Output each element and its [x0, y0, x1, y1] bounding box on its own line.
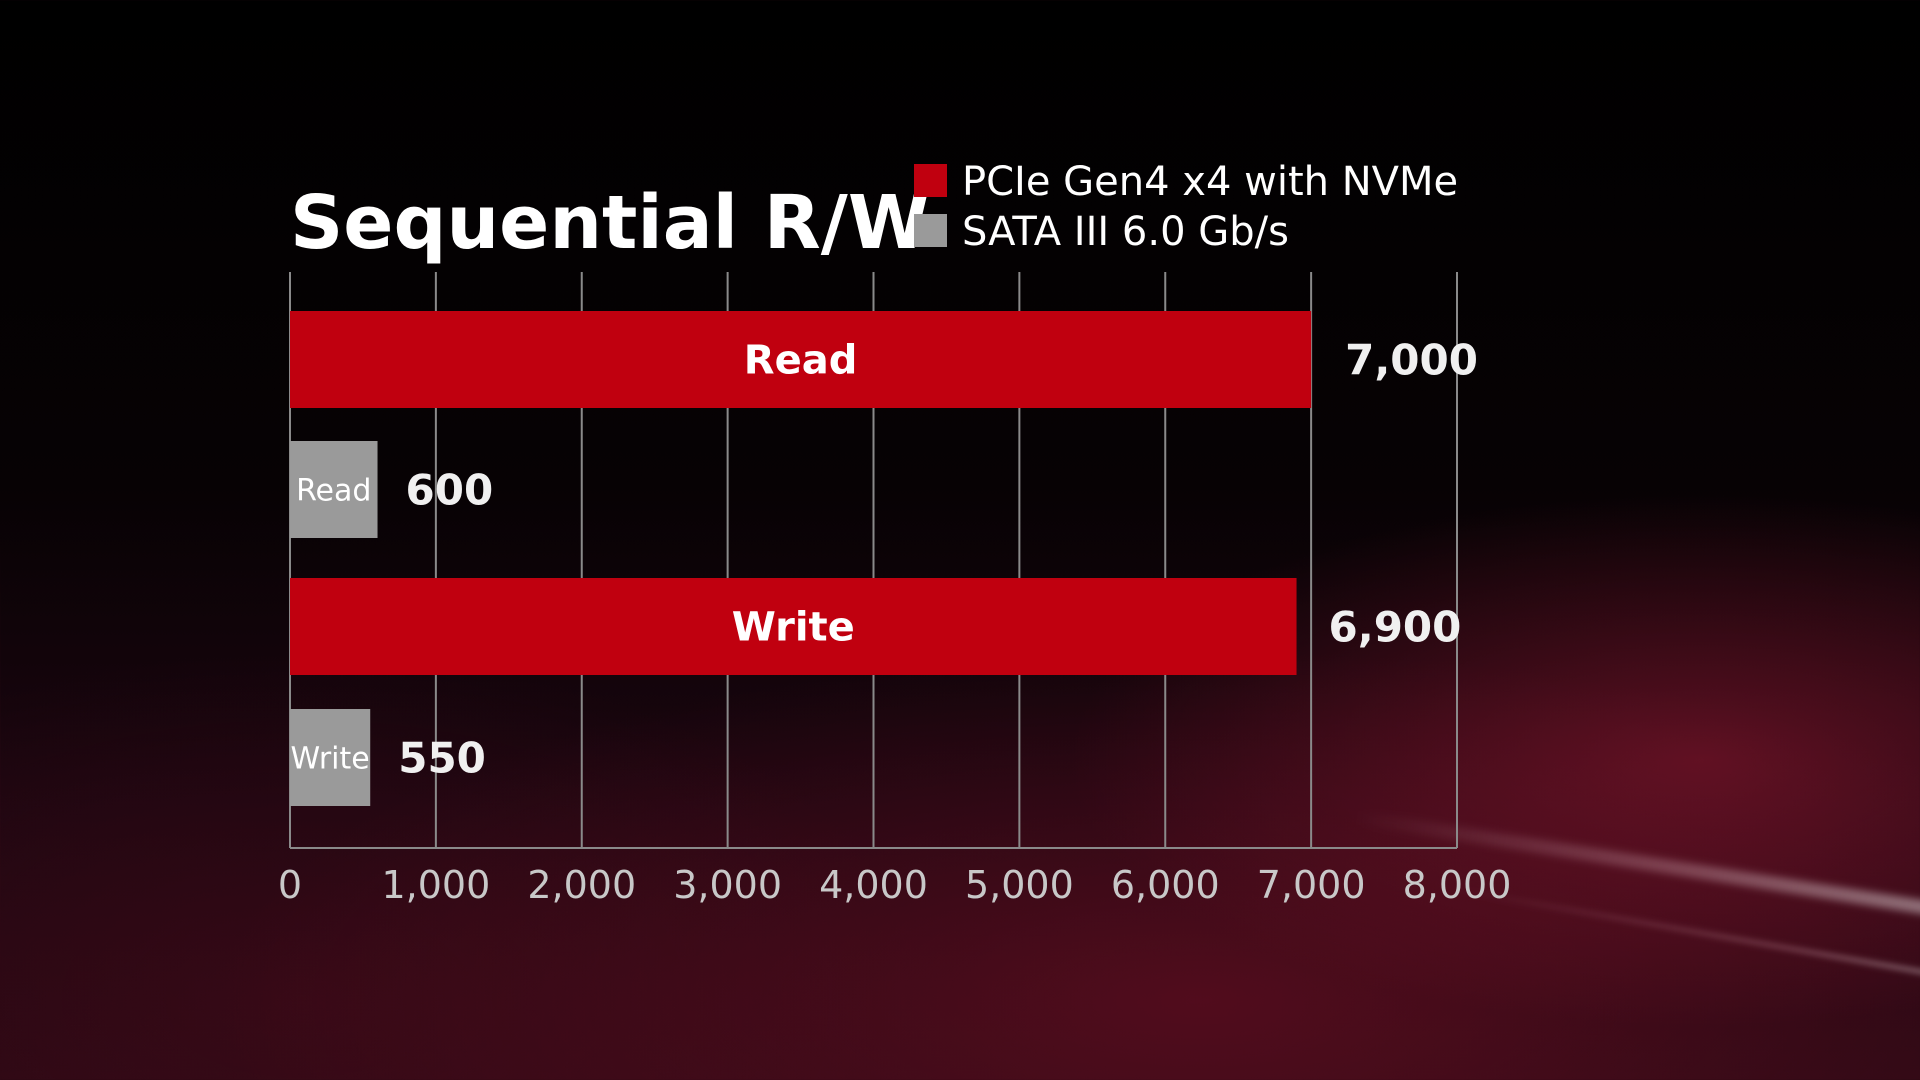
- bar-label: Read: [744, 338, 858, 384]
- bar-label: Write: [732, 605, 855, 651]
- bar-value-label: 600: [406, 466, 494, 515]
- bar-write-nvme: [290, 578, 1297, 675]
- bars: Read 7,000 Read 600 Write 6,900 Write 550: [290, 311, 1478, 806]
- legend-swatch: [914, 164, 947, 197]
- x-tick-label: 4,000: [819, 863, 928, 907]
- x-tick-label: 2,000: [527, 863, 636, 907]
- legend-label: PCIe Gen4 x4 with NVMe: [962, 159, 1458, 205]
- x-axis-ticks: 0 1,000 2,000 3,000 4,000 5,000 6,000 7,000 8,00…: [278, 863, 1511, 907]
- bar-write-sata: [290, 709, 371, 806]
- x-tick-label: 6,000: [1111, 863, 1220, 907]
- legend-label: SATA III 6.0 Gb/s: [962, 209, 1289, 255]
- bar-read-nvme: [290, 311, 1312, 408]
- bar-label: Read: [296, 474, 371, 509]
- bar-value-label: 7,000: [1345, 336, 1478, 385]
- chart-title: Sequential R/W: [290, 180, 929, 266]
- x-tick-label: 8,000: [1403, 863, 1512, 907]
- bar-read-sata: [290, 441, 378, 538]
- bar-value-label: 6,900: [1329, 603, 1462, 652]
- x-tick-label: 7,000: [1257, 863, 1366, 907]
- x-tick-label: 0: [278, 863, 302, 907]
- legend-swatch: [914, 214, 947, 247]
- bar-value-label: 550: [398, 734, 486, 783]
- x-tick-label: 3,000: [673, 863, 782, 907]
- x-tick-label: 5,000: [965, 863, 1074, 907]
- x-tick-label: 1,000: [381, 863, 490, 907]
- bar-label: Write: [291, 742, 370, 777]
